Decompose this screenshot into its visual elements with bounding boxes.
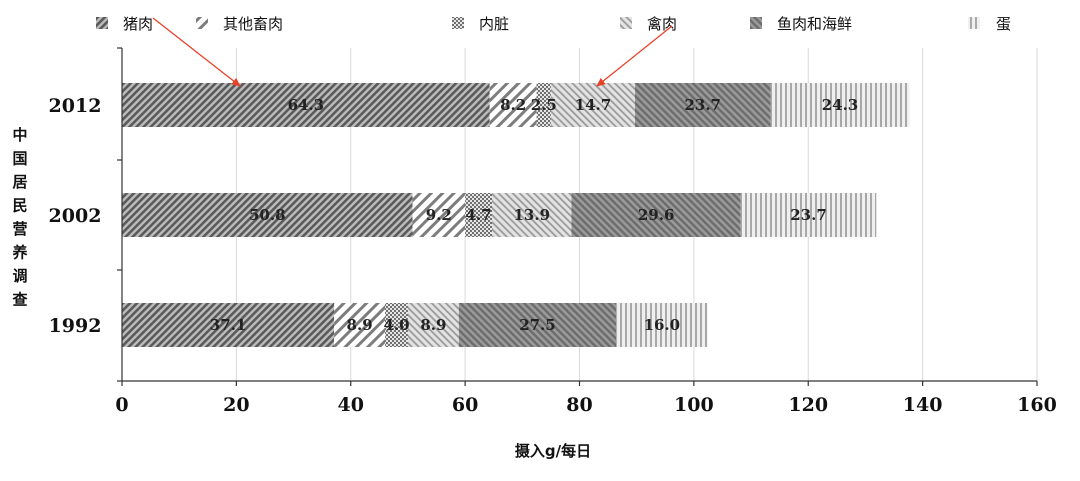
data-label-1992-猪肉: 37.1	[210, 316, 247, 334]
legend-label-猪肉: 猪肉	[123, 15, 153, 33]
annotations	[152, 17, 673, 87]
data-label-2002-蛋: 23.7	[790, 206, 827, 224]
x-tick-label-120: 120	[788, 394, 828, 416]
legend-swatch-蛋	[968, 17, 980, 29]
legend-swatch-其他畜肉	[196, 17, 208, 29]
bar-2012-内脏	[536, 83, 551, 127]
x-tick-label-100: 100	[674, 394, 714, 416]
x-tick-label-60: 60	[452, 394, 478, 416]
legend-swatch-禽肉	[620, 17, 632, 29]
bar-2002-内脏	[465, 193, 493, 237]
data-label-1992-内脏: 4.0	[383, 316, 409, 334]
legend-label-其他畜肉: 其他畜肉	[223, 15, 283, 33]
annotation-arrow-poultry	[596, 25, 673, 87]
bar-1992-蛋	[616, 303, 708, 347]
data-label-2012-蛋: 24.3	[822, 96, 859, 114]
bar-2012-鱼肉和海鲜	[634, 83, 771, 127]
x-tick-label-140: 140	[903, 394, 943, 416]
y-axis-title: 中国居民营养调查	[11, 126, 28, 309]
bar-2002-禽肉	[492, 193, 572, 237]
bar-1992-禽肉	[407, 303, 459, 347]
legend-label-蛋: 蛋	[996, 15, 1011, 33]
bar-2002-猪肉	[122, 193, 413, 237]
legend-swatch-鱼肉和海鲜	[750, 17, 762, 29]
data-label-2002-猪肉: 50.8	[249, 206, 286, 224]
data-label-1992-禽肉: 8.9	[420, 316, 446, 334]
data-label-1992-鱼肉和海鲜: 27.5	[519, 316, 556, 334]
x-tick-label-160: 160	[1017, 394, 1057, 416]
x-axis-title: 摄入g/每日	[515, 442, 591, 460]
legend-swatch-猪肉	[96, 17, 108, 29]
bar-1992-猪肉	[122, 303, 335, 347]
data-label-1992-蛋: 16.0	[644, 316, 681, 334]
legend-swatch-内脏	[452, 17, 464, 29]
bar-2012-其他畜肉	[489, 83, 537, 127]
category-label-1992: 1992	[49, 315, 102, 337]
bar-1992-鱼肉和海鲜	[458, 303, 617, 347]
bar-2002-其他畜肉	[412, 193, 466, 237]
data-labels-layer: 64.3 8.2 2.5 14.7 23.7 24.3 50.8 9.2 4.7 13.9 29.6…	[210, 96, 858, 334]
bar-1992-内脏	[385, 303, 408, 347]
data-label-2002-其他畜肉: 9.2	[426, 206, 452, 224]
data-label-2012-猪肉: 64.3	[288, 96, 325, 114]
category-label-2012: 2012	[49, 95, 102, 117]
x-tick-label-80: 80	[566, 394, 592, 416]
x-tick-label-40: 40	[338, 394, 364, 416]
bar-1992-其他畜肉	[334, 303, 386, 347]
legend-label-鱼肉和海鲜: 鱼肉和海鲜	[777, 15, 852, 33]
bar-2012-猪肉	[122, 83, 490, 127]
legend-label-内脏: 内脏	[479, 15, 509, 33]
legend-label-禽肉: 禽肉	[647, 15, 677, 33]
data-label-2012-其他畜肉: 8.2	[500, 96, 526, 114]
data-label-2002-内脏: 4.7	[466, 206, 492, 224]
data-label-2012-禽肉: 14.7	[575, 96, 612, 114]
bar-2012-禽肉	[550, 83, 635, 127]
data-label-2002-禽肉: 13.9	[513, 206, 550, 224]
legend: 猪肉 其他畜肉 内脏 禽肉 鱼肉和海鲜 蛋	[96, 15, 1011, 33]
bar-2002-鱼肉和海鲜	[571, 193, 741, 237]
annotation-arrow-pork	[152, 17, 241, 87]
data-label-2002-鱼肉和海鲜: 29.6	[638, 206, 675, 224]
bar-2012-蛋	[770, 83, 910, 127]
x-tick-label-20: 20	[223, 394, 249, 416]
bar-2002-蛋	[740, 193, 877, 237]
data-label-2012-内脏: 2.5	[531, 96, 557, 114]
x-tick-label-0: 0	[115, 394, 128, 416]
category-label-2002: 2002	[49, 205, 102, 227]
axes-layer: 0 20 40 60 80 100 120 140 160 2012 2002 1992 中国居民营养调…	[11, 47, 1057, 416]
data-label-1992-其他畜肉: 8.9	[347, 316, 373, 334]
data-label-2012-鱼肉和海鲜: 23.7	[684, 96, 721, 114]
bars-layer	[122, 83, 910, 347]
